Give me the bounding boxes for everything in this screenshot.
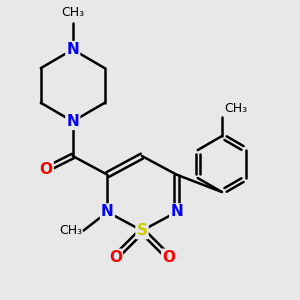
Text: CH₃: CH₃ — [61, 6, 84, 19]
Text: CH₃: CH₃ — [59, 224, 82, 237]
Text: N: N — [101, 205, 114, 220]
Text: N: N — [170, 205, 183, 220]
Text: O: O — [109, 250, 122, 265]
Text: N: N — [66, 114, 79, 129]
Text: N: N — [66, 42, 79, 57]
Text: S: S — [136, 223, 148, 238]
Text: O: O — [162, 250, 175, 265]
Text: O: O — [40, 162, 52, 177]
Text: CH₃: CH₃ — [225, 102, 248, 115]
